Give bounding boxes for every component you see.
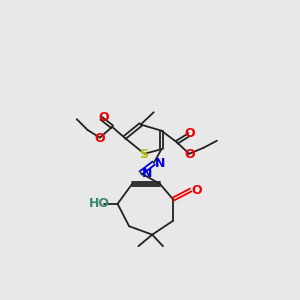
Text: O: O [184, 148, 195, 161]
Text: O: O [94, 132, 105, 145]
Text: O: O [184, 127, 195, 140]
Text: N: N [155, 157, 165, 170]
Text: O: O [192, 184, 202, 196]
Text: S: S [139, 148, 148, 161]
Text: HO: HO [89, 197, 110, 210]
Text: N: N [142, 167, 152, 180]
Text: O: O [98, 111, 109, 124]
